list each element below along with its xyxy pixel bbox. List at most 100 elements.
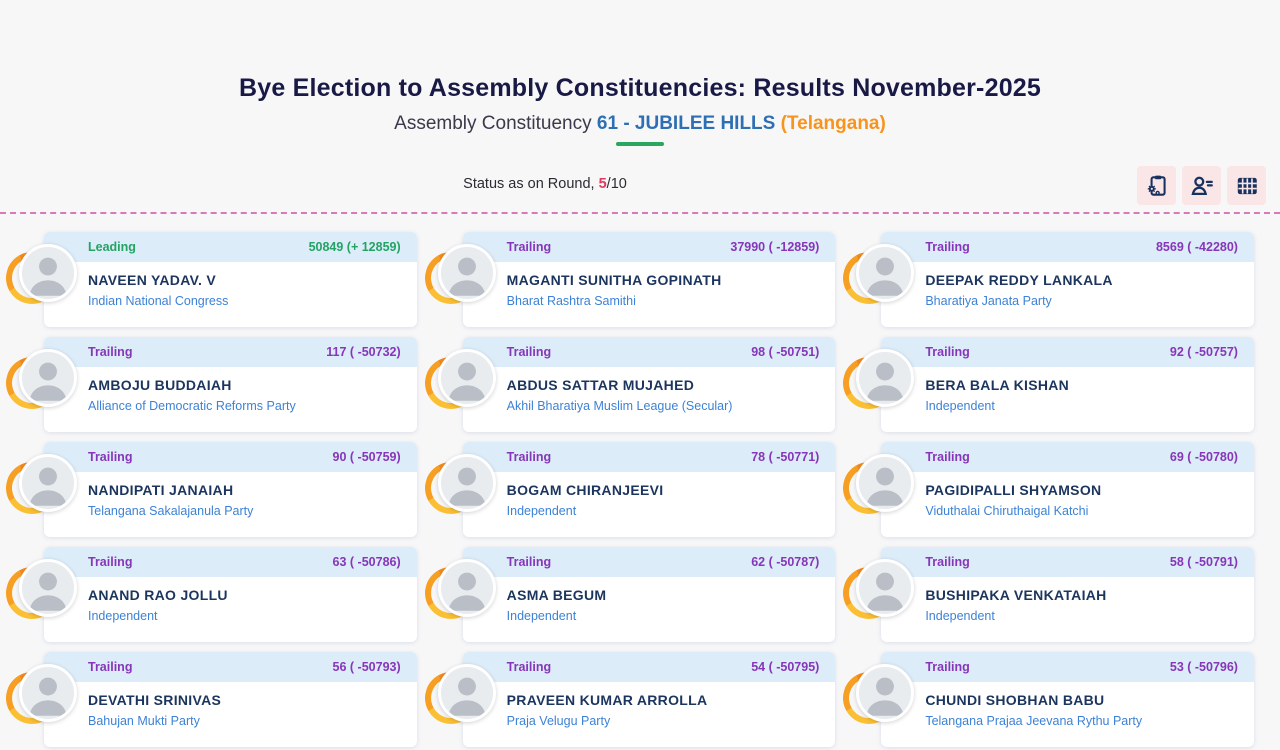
card-body: BERA BALA KISHAN Independent (881, 367, 1254, 413)
vote-count: 62 ( -50787) (751, 555, 820, 569)
status-label: Trailing (506, 555, 552, 569)
candidate-name: BUSHIPAKA VENKATAIAH (925, 587, 1107, 603)
candidate-cell: Trailing 53 ( -50796) CHUNDI SHOBHAN BABU T… (837, 652, 1254, 747)
candidate-avatar (418, 558, 501, 632)
candidates-grid: Leading 50849 (+ 12859) NAVEEN YADAV. V Ind… (0, 214, 1280, 747)
party-name: Akhil Bharatiya Muslim League (Secular) (506, 399, 733, 413)
result-process-report-button[interactable] (1137, 166, 1176, 205)
party-name: Indian National Congress (88, 294, 229, 308)
party-name: Viduthalai Chiruthaigal Katchi (925, 504, 1089, 518)
status-label: Trailing (506, 240, 552, 254)
card-header: Trailing 56 ( -50793) (44, 652, 417, 682)
table-view-button[interactable] (1227, 166, 1266, 205)
card-header: Trailing 53 ( -50796) (881, 652, 1254, 682)
candidate-card: Trailing 78 ( -50771) BOGAM CHIRANJEEVI Ind… (462, 442, 836, 537)
candidate-avatar (837, 558, 919, 632)
candidate-card: Trailing 117 ( -50732) AMBOJU BUDDAIAH Alli… (44, 337, 417, 432)
candidate-cell: Trailing 56 ( -50793) DEVATHI SRINIVAS Bahu… (0, 652, 417, 747)
candidate-photo (856, 663, 915, 722)
vote-count: 50849 (+ 12859) (308, 240, 401, 254)
candidate-name: ASMA BEGUM (506, 587, 607, 603)
candidate-name: PRAVEEN KUMAR ARROLLA (506, 692, 708, 708)
page-title: Bye Election to Assembly Constituencies:… (239, 74, 1041, 102)
card-body: ASMA BEGUM Independent (463, 577, 836, 623)
card-header: Leading 50849 (+ 12859) (44, 232, 417, 262)
candidate-card: Trailing 90 ( -50759) NANDIPATI JANAIAH Tel… (44, 442, 417, 537)
candidate-avatar (837, 243, 919, 317)
card-header: Trailing 69 ( -50780) (881, 442, 1254, 472)
status-label: Trailing (88, 660, 133, 674)
vote-count: 58 ( -50791) (1169, 555, 1238, 569)
round-separator: / (606, 176, 611, 192)
candidate-photo (19, 558, 77, 617)
party-name: Telangana Prajaa Jeevana Rythu Party (925, 714, 1143, 728)
card-body: ABDUS SATTAR MUJAHED Akhil Bharatiya Musl… (463, 367, 836, 413)
candidate-cell: Trailing 37990 ( -12859) MAGANTI SUNITHA G… (418, 232, 836, 327)
candidate-avatar (837, 453, 919, 527)
candidate-photo (437, 558, 496, 617)
vote-count: 98 ( -50751) (751, 345, 820, 359)
vote-count: 63 ( -50786) (332, 555, 401, 569)
candidate-name: ABDUS SATTAR MUJAHED (506, 377, 695, 393)
table-view-icon (1234, 173, 1260, 199)
page-header: Bye Election to Assembly Constituencies:… (0, 0, 1280, 146)
vote-count: 92 ( -50757) (1169, 345, 1238, 359)
status-label: Trailing (88, 555, 133, 569)
candidate-avatar (0, 348, 82, 422)
candidate-list-button[interactable] (1182, 166, 1221, 205)
candidate-card: Trailing 54 ( -50795) PRAVEEN KUMAR ARROLL… (462, 652, 836, 747)
candidate-photo (19, 243, 77, 302)
vote-count: 53 ( -50796) (1169, 660, 1238, 674)
subtitle-prefix: Assembly Constituency (394, 113, 597, 134)
candidate-card: Trailing 62 ( -50787) ASMA BEGUM Independen… (462, 547, 836, 642)
party-name: Independent (506, 609, 577, 623)
subtitle-constituency: 61 - JUBILEE HILLS (596, 113, 776, 134)
candidate-name: BOGAM CHIRANJEEVI (506, 482, 664, 498)
card-header: Trailing 90 ( -50759) (44, 442, 417, 472)
round-total: 10 (610, 176, 627, 192)
card-body: DEEPAK REDDY LANKALA Bharatiya Janata Par… (881, 262, 1254, 308)
candidate-avatar (418, 243, 501, 317)
candidate-photo (437, 348, 496, 407)
vote-count: 37990 ( -12859) (730, 240, 820, 254)
card-body: AMBOJU BUDDAIAH Alliance of Democratic Re… (44, 367, 417, 413)
candidate-name: DEVATHI SRINIVAS (88, 692, 222, 708)
candidate-cell: Trailing 8569 ( -42280) DEEPAK REDDY LANKA… (837, 232, 1254, 327)
party-name: Bharat Rashtra Samithi (506, 294, 636, 308)
candidate-avatar (418, 348, 501, 422)
status-label: Trailing (506, 660, 552, 674)
candidate-name: BERA BALA KISHAN (925, 377, 1070, 393)
candidate-avatar (837, 348, 919, 422)
dashed-divider (0, 212, 1280, 214)
card-header: Trailing 37990 ( -12859) (462, 232, 836, 262)
candidate-photo (856, 348, 915, 407)
result-process-report-icon (1144, 173, 1170, 199)
candidate-name: ANAND RAO JOLLU (88, 587, 228, 603)
party-name: Independent (506, 504, 577, 518)
round-status-text: Status as on Round, 5/10 (0, 176, 1185, 192)
party-name: Independent (925, 609, 995, 623)
card-body: BOGAM CHIRANJEEVI Independent (463, 472, 836, 518)
card-body: PRAVEEN KUMAR ARROLLA Praja Velugu Party (463, 682, 836, 728)
party-name: Bahujan Mukti Party (88, 714, 200, 728)
page-subtitle: Assembly Constituency 61 - JUBILEE HILLS… (0, 113, 1280, 135)
card-body: BUSHIPAKA VENKATAIAH Independent (881, 577, 1254, 623)
party-name: Alliance of Democratic Reforms Party (88, 399, 296, 413)
candidate-cell: Trailing 63 ( -50786) ANAND RAO JOLLU Indep… (0, 547, 417, 642)
candidate-photo (19, 348, 77, 407)
card-header: Trailing 58 ( -50791) (881, 547, 1254, 577)
candidate-photo (437, 453, 496, 512)
candidate-photo (19, 453, 77, 512)
candidate-avatar (0, 663, 82, 737)
card-header: Trailing 98 ( -50751) (462, 337, 836, 367)
candidate-cell: Trailing 58 ( -50791) BUSHIPAKA VENKATAIAH… (837, 547, 1254, 642)
candidate-cell: Leading 50849 (+ 12859) NAVEEN YADAV. V Ind… (0, 232, 417, 327)
vote-count: 69 ( -50780) (1169, 450, 1238, 464)
card-header: Trailing 63 ( -50786) (44, 547, 417, 577)
status-label: Trailing (88, 345, 133, 359)
candidate-card: Trailing 53 ( -50796) CHUNDI SHOBHAN BABU T… (881, 652, 1254, 747)
candidate-photo (856, 453, 915, 512)
candidate-cell: Trailing 90 ( -50759) NANDIPATI JANAIAH Tel… (0, 442, 417, 537)
card-body: DEVATHI SRINIVAS Bahujan Mukti Party (44, 682, 417, 728)
status-label: Trailing (925, 555, 970, 569)
